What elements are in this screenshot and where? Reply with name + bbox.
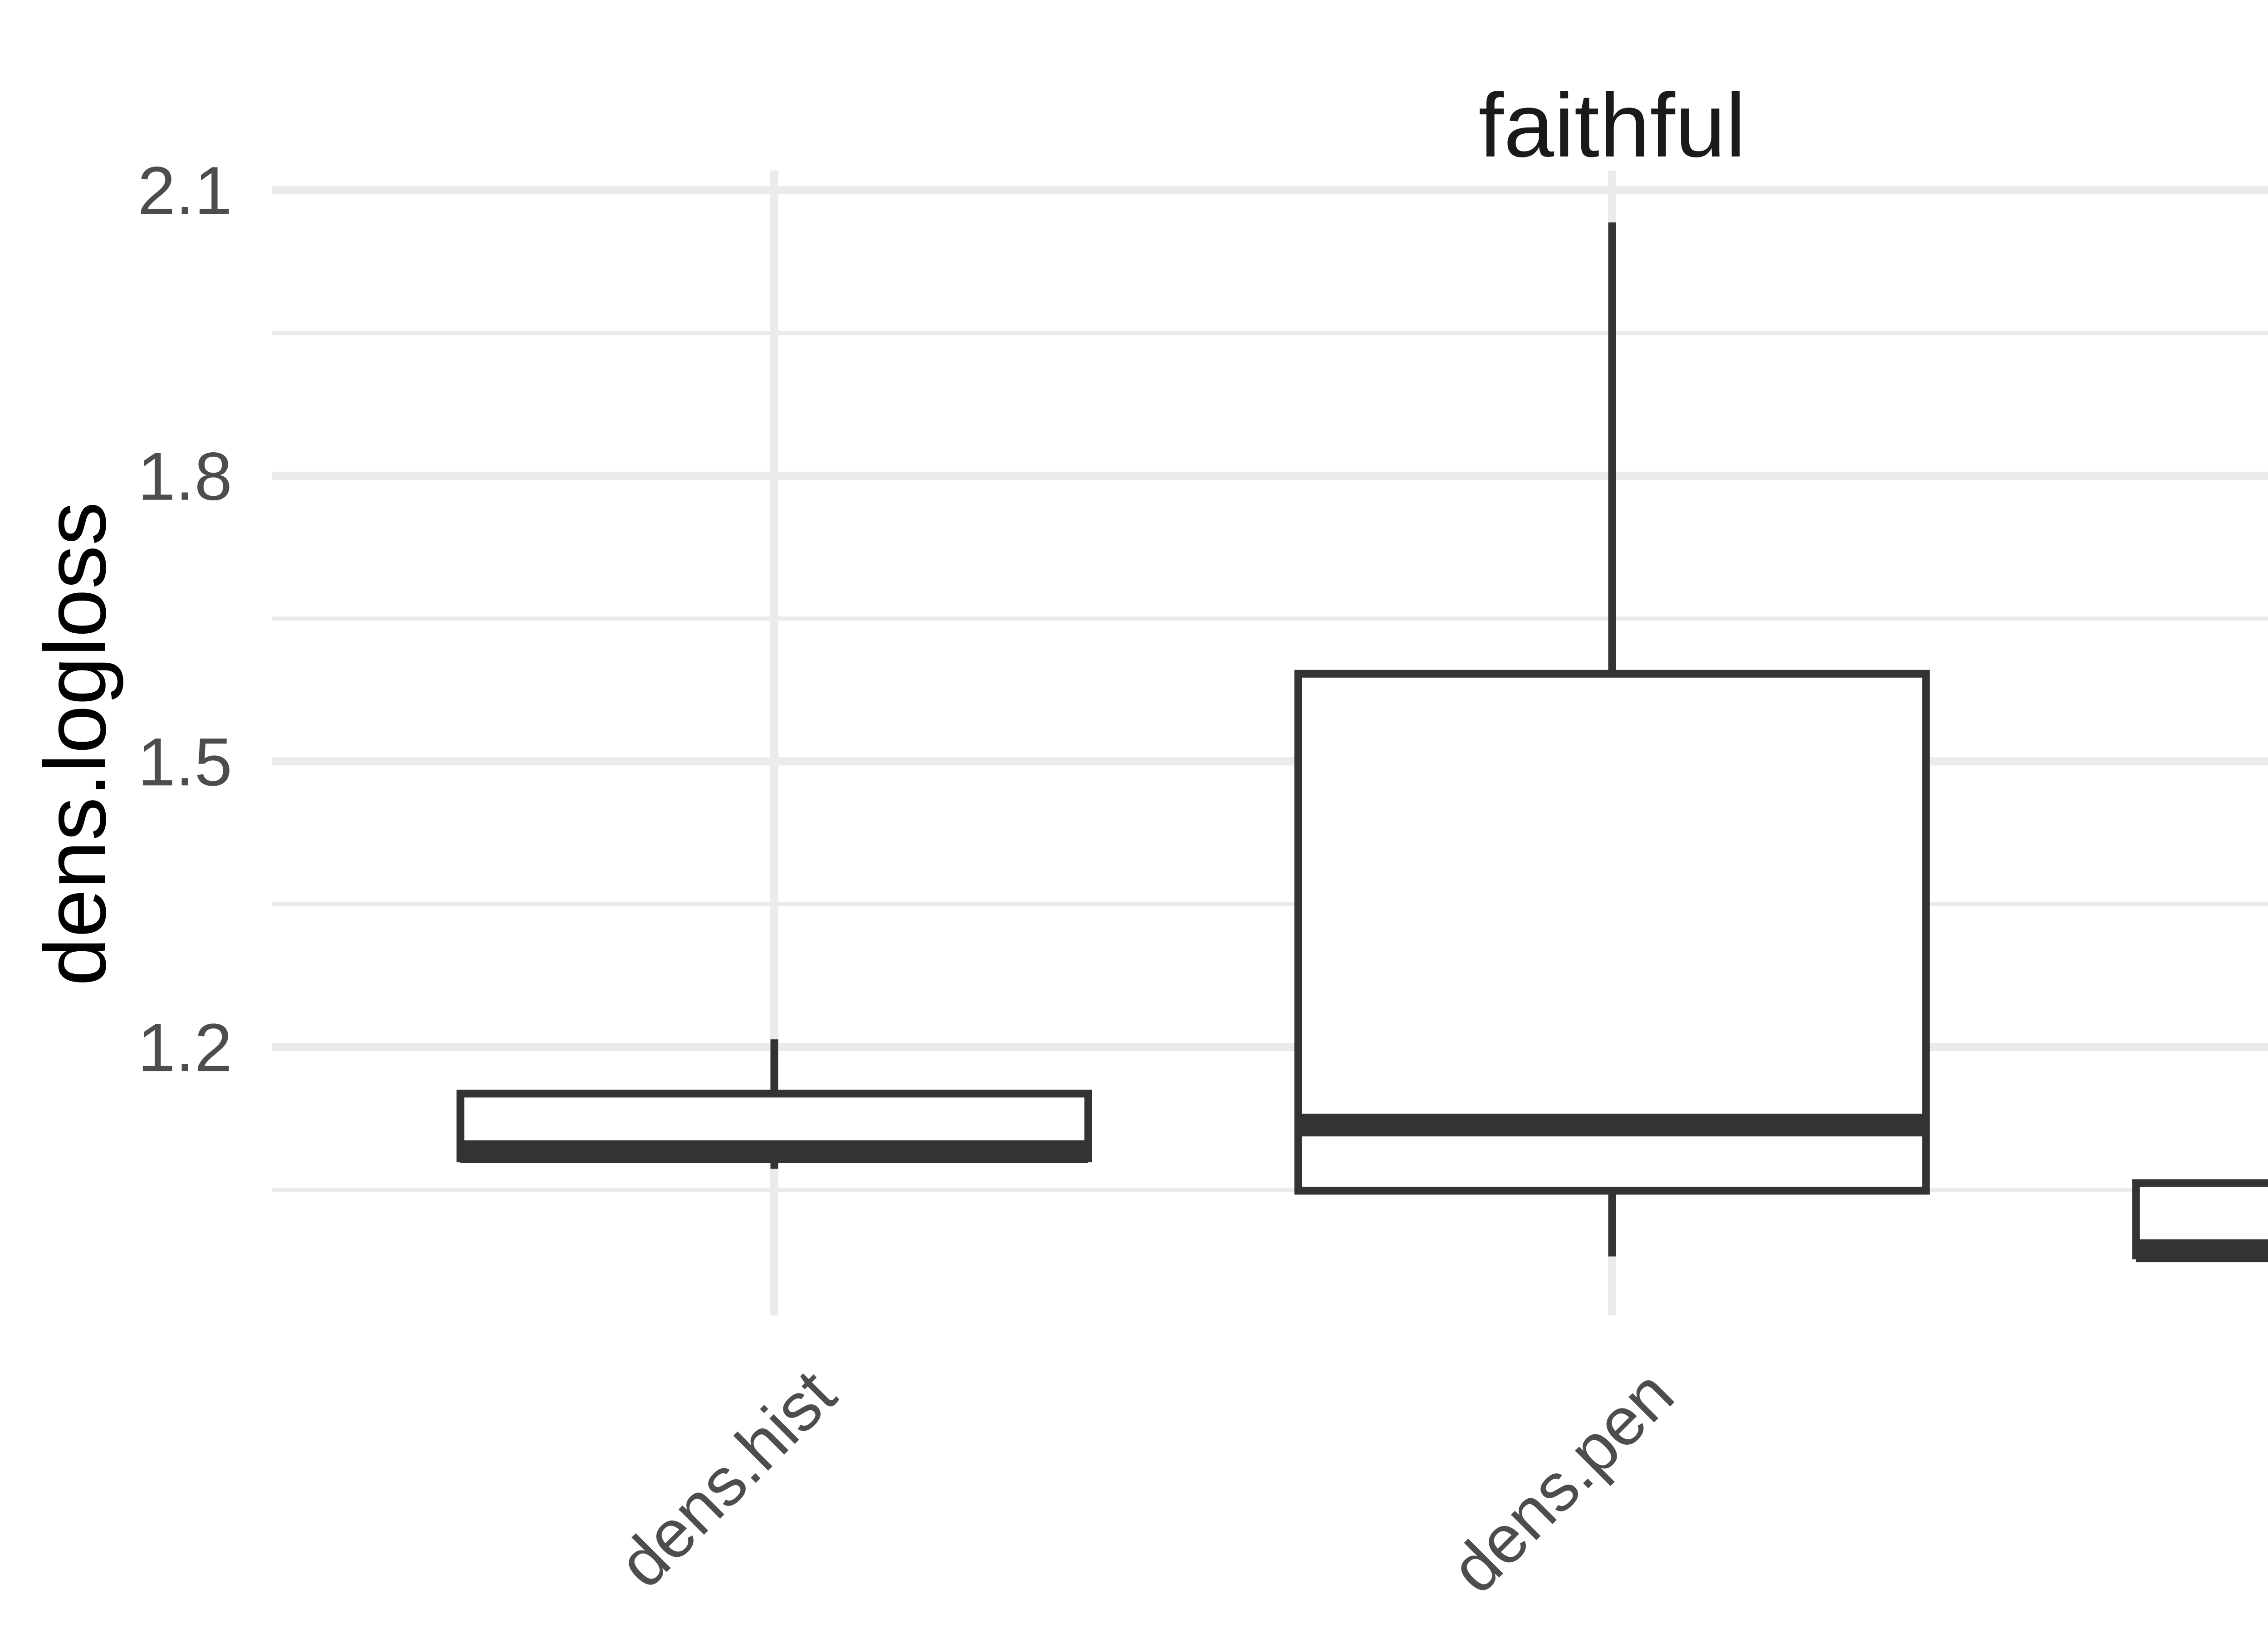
y-tick-label: 2.1 [137, 152, 232, 229]
y-axis-title: dens.logloss [26, 502, 124, 986]
y-tick-label: 1.5 [137, 724, 232, 800]
boxplot-dens-kde [2132, 1179, 2268, 1262]
y-tick-label: 1.2 [137, 1009, 232, 1085]
boxplot-dens-hist [456, 1039, 1092, 1169]
y-axis-tick-labels: 1.2 1.5 1.8 2.1 [137, 152, 232, 1085]
y-tick-label: 1.8 [137, 438, 232, 514]
iqr-box [1294, 670, 1930, 1195]
facet-title: faithful [1478, 75, 1745, 176]
boxplots [456, 222, 2268, 1262]
boxplot-dens-pen [1294, 222, 1930, 1257]
